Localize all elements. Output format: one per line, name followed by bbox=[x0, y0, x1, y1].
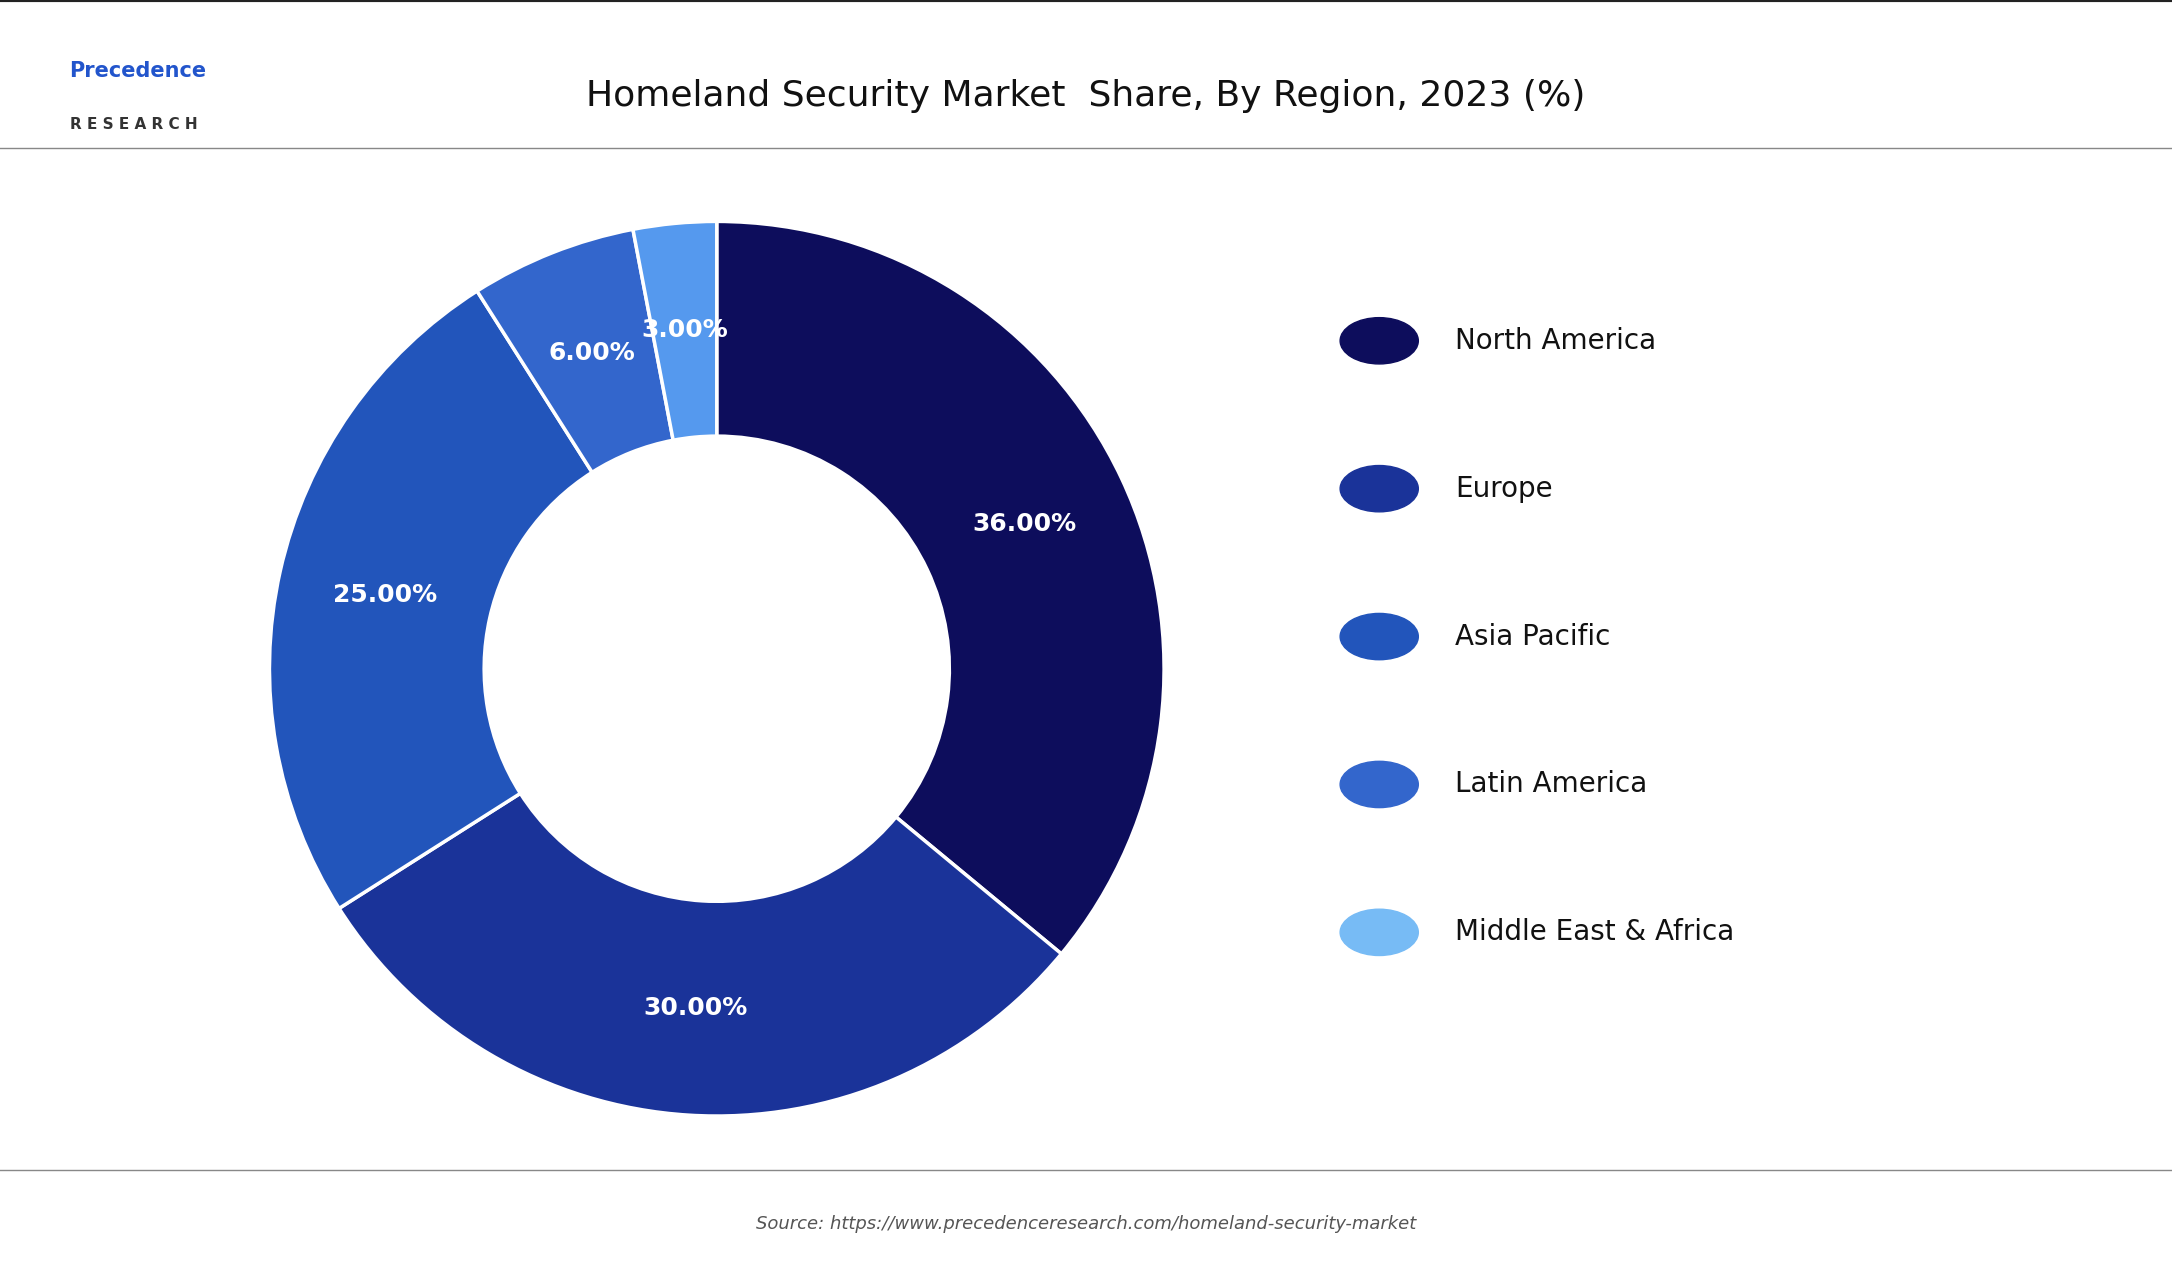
Wedge shape bbox=[632, 221, 717, 440]
Wedge shape bbox=[478, 229, 673, 472]
Text: Precedence: Precedence bbox=[70, 60, 206, 81]
Text: 25.00%: 25.00% bbox=[332, 583, 437, 607]
Text: R E S E A R C H: R E S E A R C H bbox=[70, 117, 198, 132]
Wedge shape bbox=[717, 221, 1164, 954]
Text: Latin America: Latin America bbox=[1455, 770, 1649, 799]
Text: Europe: Europe bbox=[1455, 475, 1553, 503]
Text: Middle East & Africa: Middle East & Africa bbox=[1455, 918, 1735, 946]
Text: Asia Pacific: Asia Pacific bbox=[1455, 622, 1612, 651]
Text: 30.00%: 30.00% bbox=[643, 995, 747, 1020]
Text: Source: https://www.precedenceresearch.com/homeland-security-market: Source: https://www.precedenceresearch.c… bbox=[756, 1215, 1416, 1233]
Text: North America: North America bbox=[1455, 327, 1657, 355]
Wedge shape bbox=[269, 291, 593, 908]
Text: 6.00%: 6.00% bbox=[547, 341, 634, 365]
Wedge shape bbox=[339, 793, 1062, 1116]
Text: Homeland Security Market  Share, By Region, 2023 (%): Homeland Security Market Share, By Regio… bbox=[586, 80, 1586, 113]
Text: 36.00%: 36.00% bbox=[973, 512, 1077, 536]
Text: 3.00%: 3.00% bbox=[641, 318, 728, 342]
